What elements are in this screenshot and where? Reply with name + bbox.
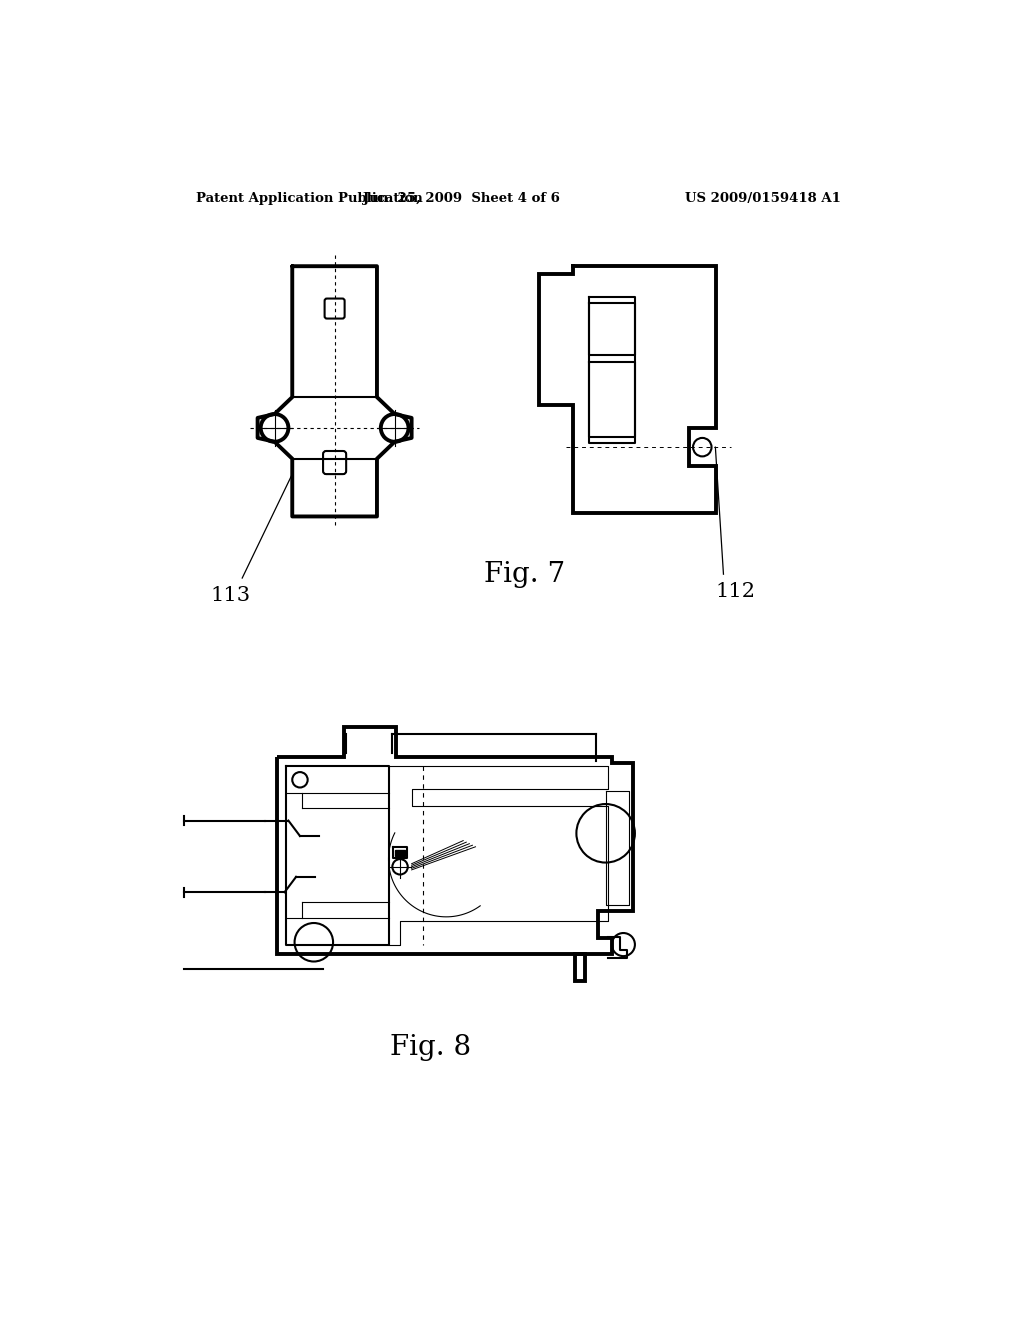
Text: Patent Application Publication: Patent Application Publication (196, 191, 423, 205)
Text: 113: 113 (211, 586, 251, 605)
Polygon shape (394, 850, 406, 857)
Text: Jun. 25, 2009  Sheet 4 of 6: Jun. 25, 2009 Sheet 4 of 6 (364, 191, 560, 205)
Text: US 2009/0159418 A1: US 2009/0159418 A1 (685, 191, 841, 205)
Text: Fig. 7: Fig. 7 (484, 561, 565, 587)
Text: 112: 112 (715, 582, 755, 602)
Text: Fig. 8: Fig. 8 (390, 1035, 471, 1061)
